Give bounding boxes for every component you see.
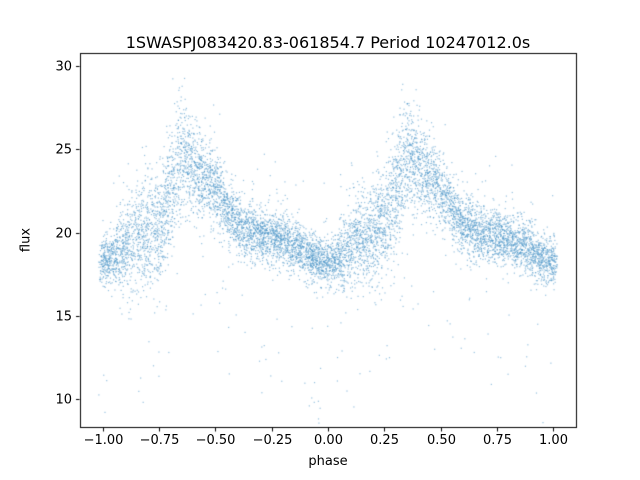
x-tick-label: 0.00 — [314, 433, 343, 448]
chart-title: 1SWASPJ083420.83-061854.7 Period 1024701… — [125, 33, 531, 52]
y-tick-label: 25 — [55, 142, 72, 157]
y-tick-label: 20 — [55, 226, 72, 241]
x-tick-label: 0.25 — [370, 433, 399, 448]
x-tick-label: −0.50 — [195, 433, 236, 448]
x-axis-label: phase — [308, 454, 348, 469]
x-tick-label: 1.00 — [539, 433, 568, 448]
x-tick-label: −1.00 — [83, 433, 124, 448]
x-tick-label: −0.25 — [252, 433, 293, 448]
x-tick-label: 0.50 — [427, 433, 456, 448]
y-tick-label: 15 — [55, 309, 72, 324]
x-tick-label: −0.75 — [139, 433, 180, 448]
x-tick-label: 0.75 — [483, 433, 512, 448]
y-tick-label: 10 — [55, 392, 72, 407]
y-tick-label: 30 — [55, 59, 72, 74]
